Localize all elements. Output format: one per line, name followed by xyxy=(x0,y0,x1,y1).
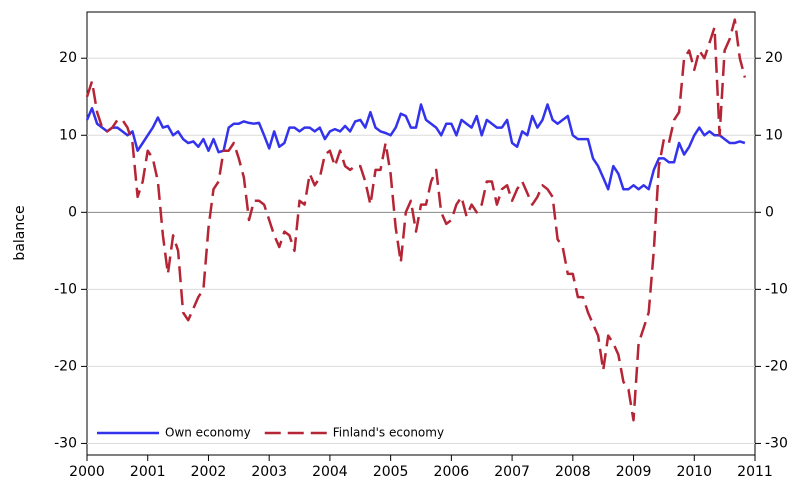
y-tick-label: -10 xyxy=(54,281,77,297)
series-line xyxy=(85,103,746,191)
x-tick-label: 2003 xyxy=(251,464,287,480)
y-tick-label: 0 xyxy=(68,204,77,220)
plot-frame xyxy=(86,11,756,456)
y2-tick-label: 0 xyxy=(765,204,774,220)
y-tick-label: -30 xyxy=(54,435,77,451)
y2-tick-label: 20 xyxy=(765,50,783,66)
x-tick-label: 2006 xyxy=(434,464,470,480)
y-tick-label: 20 xyxy=(59,50,77,66)
x-tick-label: 2008 xyxy=(555,464,591,480)
y2-tick-label: -30 xyxy=(765,435,788,451)
x-tick-label: 2010 xyxy=(676,464,712,480)
y-axis-label: balance xyxy=(12,205,28,260)
y2-tick-label: -20 xyxy=(765,358,788,374)
x-tick-label: 2011 xyxy=(737,464,773,480)
x-tick-label: 2000 xyxy=(69,464,105,480)
x-tick-label: 2007 xyxy=(494,464,530,480)
x-tick-label: 2009 xyxy=(616,464,652,480)
series-line xyxy=(85,18,747,422)
y2-tick-label: 10 xyxy=(765,127,783,143)
x-tick-label: 2001 xyxy=(130,464,166,480)
x-tick-label: 2004 xyxy=(312,464,348,480)
y2-tick-label: -10 xyxy=(765,281,788,297)
y-tick-label: -20 xyxy=(54,358,77,374)
y-tick-label: 10 xyxy=(59,127,77,143)
legend-label: Own economy xyxy=(165,426,251,440)
x-tick-label: 2002 xyxy=(191,464,227,480)
legend-label: Finland's economy xyxy=(333,426,444,440)
x-tick-label: 2005 xyxy=(373,464,409,480)
